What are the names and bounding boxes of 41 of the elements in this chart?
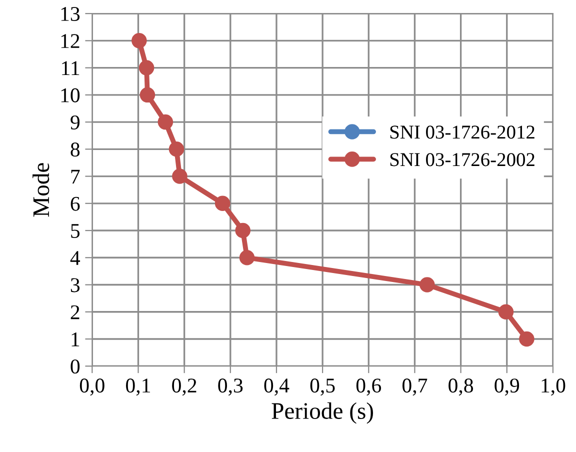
y-tick-label: 9 (70, 115, 80, 130)
x-tick-label: 0,5 (310, 378, 335, 396)
y-tick-label: 0 (70, 359, 80, 374)
x-tick-label: 0,3 (218, 378, 243, 396)
legend-label: SNI 03-1726-2012 (390, 126, 534, 139)
point (172, 168, 188, 184)
x-tick-label: 0,2 (172, 378, 196, 396)
y-tick-label: 1 (72, 332, 80, 346)
legend-label: SNI 03-1726-2002 (390, 153, 534, 166)
point (214, 196, 230, 212)
y-tick-label: 6 (70, 196, 80, 211)
y-tick-label: 7 (71, 170, 80, 184)
point (498, 304, 514, 320)
x-tick-label: 0,8 (448, 378, 474, 396)
y-tick-label: 13 (61, 6, 80, 21)
point (140, 87, 156, 103)
y-tick-label: 2 (70, 305, 80, 320)
x-axis-title: Periode (s) (272, 402, 373, 424)
y-tick-label: 5 (71, 224, 80, 238)
y-axis-title: Mode (32, 163, 50, 217)
point (158, 114, 174, 130)
point (235, 222, 250, 238)
y-tick-label: 12 (61, 34, 80, 48)
point (132, 33, 147, 48)
y-tick-label: 8 (70, 142, 80, 157)
x-tick-label: 1,0 (542, 378, 566, 396)
y-tick-label: 4 (70, 251, 80, 265)
point (239, 250, 255, 266)
x-tick-label: 0,0 (80, 378, 104, 396)
x-tick-label: 0,6 (356, 378, 382, 396)
x-tick-label: 0,1 (126, 378, 150, 396)
y-tick-label: 11 (62, 61, 80, 76)
point (168, 142, 184, 157)
y-tick-label: 10 (61, 88, 80, 102)
point (519, 331, 534, 347)
x-tick-label: 0,7 (402, 378, 428, 396)
point (420, 277, 435, 292)
point (138, 60, 154, 76)
x-tick-label: 0,4 (264, 378, 290, 396)
x-tick-label: 0,9 (494, 378, 520, 396)
y-tick-label: 3 (70, 278, 80, 292)
